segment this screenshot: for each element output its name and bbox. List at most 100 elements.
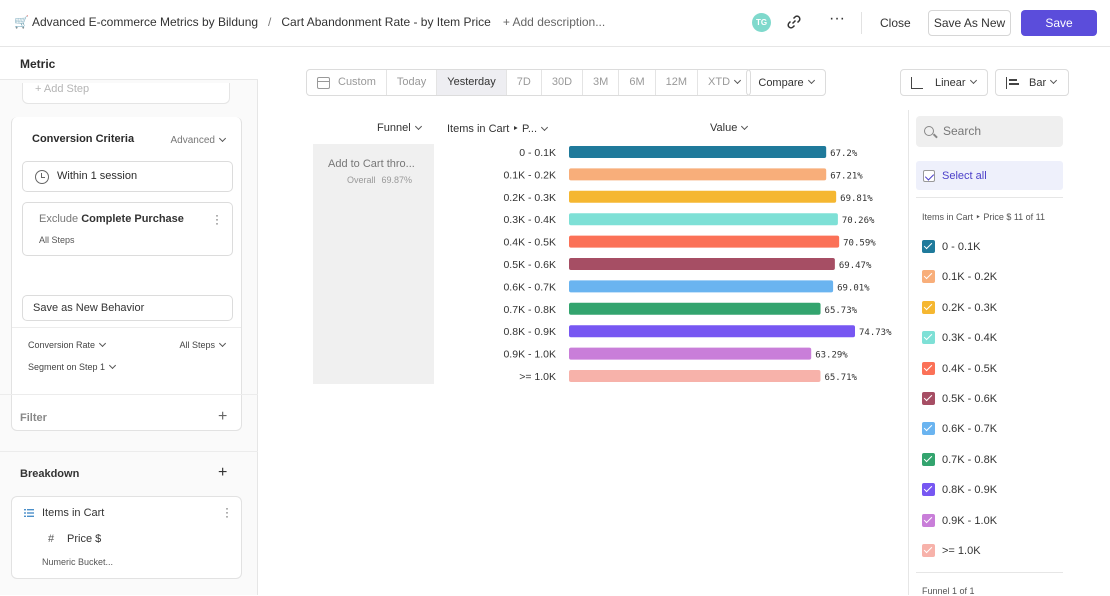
segment-on-step-dropdown[interactable]: Segment on Step 1 — [28, 361, 117, 372]
legend-item[interactable]: 0 - 0.1K — [922, 240, 981, 254]
save-button[interactable]: Save — [1021, 10, 1097, 36]
legend-item[interactable]: 0.5K - 0.6K — [922, 392, 997, 406]
more-options-icon[interactable]: ··· — [829, 10, 845, 27]
legend-item[interactable]: 0.4K - 0.5K — [922, 361, 997, 376]
hash-icon: # — [48, 533, 55, 545]
date-range-6m[interactable]: 6M — [619, 70, 656, 95]
date-range-3m[interactable]: 3M — [583, 70, 620, 95]
value-column-header[interactable]: Value — [710, 122, 749, 134]
date-range-7d[interactable]: 7D — [507, 70, 542, 95]
bar[interactable] — [569, 280, 834, 293]
category-label: 0.9K - 1.0K — [503, 349, 556, 361]
kebab-menu-icon[interactable]: · · · — [215, 208, 219, 230]
checkbox-icon[interactable] — [922, 452, 935, 466]
legend-item[interactable]: 0.9K - 1.0K — [922, 513, 997, 528]
category-label: 0.3K - 0.4K — [503, 214, 556, 226]
within-session-label: Within 1 session — [57, 170, 138, 182]
bar[interactable] — [569, 258, 835, 270]
legend-item[interactable]: 0.2K - 0.3K — [922, 300, 997, 315]
bar[interactable] — [569, 347, 812, 360]
date-range-30d[interactable]: 30D — [542, 70, 584, 95]
compare-dropdown[interactable]: Compare — [746, 69, 826, 96]
clock-icon — [35, 170, 49, 184]
avatar[interactable]: TG — [752, 13, 771, 32]
numeric-bucket-dropdown[interactable]: Numeric Bucket... — [42, 557, 114, 567]
bar[interactable] — [569, 325, 855, 338]
conversion-criteria-card: Conversion Criteria Advanced Within 1 se… — [11, 117, 242, 431]
date-range-12m[interactable]: 12M — [656, 70, 699, 95]
checkbox-icon[interactable] — [922, 513, 935, 527]
conversion-rate-dropdown[interactable]: Conversion Rate — [28, 339, 107, 350]
legend-item[interactable]: >= 1.0K — [922, 544, 981, 558]
divider — [916, 572, 1063, 573]
checkbox-icon[interactable] — [922, 331, 935, 345]
search-input[interactable]: Search — [916, 116, 1063, 147]
advanced-dropdown[interactable]: Advanced — [171, 134, 227, 146]
bar-value-label: 67.21% — [830, 171, 863, 181]
chevron-down-icon — [541, 123, 549, 132]
close-button[interactable]: Close — [870, 10, 921, 36]
legend-group-title: Items in Cart ‣ Price $ 11 of 11 — [922, 212, 1046, 222]
breakdown-column-header[interactable]: Items in Cart ‣ P... — [447, 122, 549, 135]
save-as-new-behavior-button[interactable]: Save as New Behavior — [22, 295, 233, 321]
chevron-down-icon — [807, 76, 815, 85]
bar[interactable] — [569, 190, 837, 203]
bar[interactable] — [569, 370, 821, 382]
checkbox-icon[interactable] — [922, 544, 935, 557]
project-link[interactable]: Advanced E-commerce Metrics by Bildung — [31, 15, 259, 29]
bar-value-label: 69.47% — [839, 261, 872, 271]
add-description-button[interactable]: + Add description... — [502, 15, 606, 29]
select-all-checkbox[interactable]: Select all — [916, 161, 1063, 190]
checkbox-icon[interactable] — [922, 392, 935, 405]
add-filter-icon[interactable]: + — [218, 408, 228, 425]
funnel-cell[interactable]: Add to Cart thro... Overall 69.87% — [313, 144, 434, 384]
add-breakdown-icon[interactable]: + — [218, 464, 228, 481]
kebab-menu-icon[interactable]: · · · — [225, 501, 229, 523]
checkbox-icon[interactable] — [922, 240, 935, 253]
legend-item[interactable]: 0.6K - 0.7K — [922, 422, 997, 436]
exclude-event[interactable]: Complete Purchase — [81, 213, 184, 225]
checkbox-icon[interactable] — [922, 300, 935, 314]
date-range-xtd[interactable]: XTD — [698, 70, 750, 95]
funnel-column-header[interactable]: Funnel — [377, 122, 422, 134]
date-range-today[interactable]: Today — [387, 70, 438, 95]
bar-value-label: 70.26% — [842, 216, 875, 226]
legend-item[interactable]: 0.3K - 0.4K — [922, 331, 997, 345]
add-step-button[interactable]: + Add Step — [22, 83, 230, 104]
legend-item[interactable]: 0.7K - 0.8K — [922, 452, 997, 467]
breakdown-card[interactable]: Items in Cart · · · # Price $ Numeric Buck… — [11, 496, 242, 579]
category-label: 0.1K - 0.2K — [503, 169, 556, 181]
date-range-custom[interactable]: Custom — [307, 70, 387, 95]
bar[interactable] — [569, 168, 827, 181]
all-steps-dropdown[interactable]: All Steps — [179, 339, 227, 350]
exclude-steps[interactable]: All Steps — [39, 235, 75, 245]
chevron-down-icon — [1050, 76, 1058, 85]
category-label: 0.5K - 0.6K — [503, 259, 556, 271]
breakdown-sub-property[interactable]: Price $ — [67, 533, 102, 545]
within-session-selector[interactable]: Within 1 session — [22, 161, 233, 192]
date-range-yesterday[interactable]: Yesterday — [437, 70, 507, 95]
bar[interactable] — [569, 213, 838, 226]
overall-value: Overall 69.87% — [347, 175, 413, 185]
exclude-step[interactable]: Exclude Complete Purchase All Steps · · · — [22, 202, 233, 256]
save-as-new-button[interactable]: Save As New — [928, 10, 1011, 36]
chart-type-dropdown[interactable]: Bar — [995, 69, 1069, 96]
legend-panel: Search Select all Items in Cart ‣ Price … — [908, 110, 1110, 596]
bar[interactable] — [569, 146, 827, 158]
bar[interactable] — [569, 302, 821, 315]
report-title[interactable]: Cart Abandonment Rate - by Item Price — [281, 15, 491, 29]
category-label: 0.6K - 0.7K — [503, 281, 556, 293]
link-icon[interactable] — [785, 13, 803, 31]
checkbox-icon[interactable] — [922, 483, 935, 497]
cart-icon: 🛒 — [14, 15, 29, 29]
scale-dropdown[interactable]: Linear — [900, 69, 988, 96]
search-icon — [924, 126, 934, 136]
checkbox-icon[interactable] — [922, 270, 935, 284]
breakdown-property[interactable]: Items in Cart — [42, 507, 105, 519]
bar-value-label: 70.59% — [843, 239, 876, 249]
checkbox-icon[interactable] — [922, 361, 935, 375]
checkbox-icon[interactable] — [922, 422, 935, 436]
legend-item[interactable]: 0.1K - 0.2K — [922, 270, 997, 284]
legend-item[interactable]: 0.8K - 0.9K — [922, 483, 997, 497]
bar[interactable] — [569, 235, 840, 248]
